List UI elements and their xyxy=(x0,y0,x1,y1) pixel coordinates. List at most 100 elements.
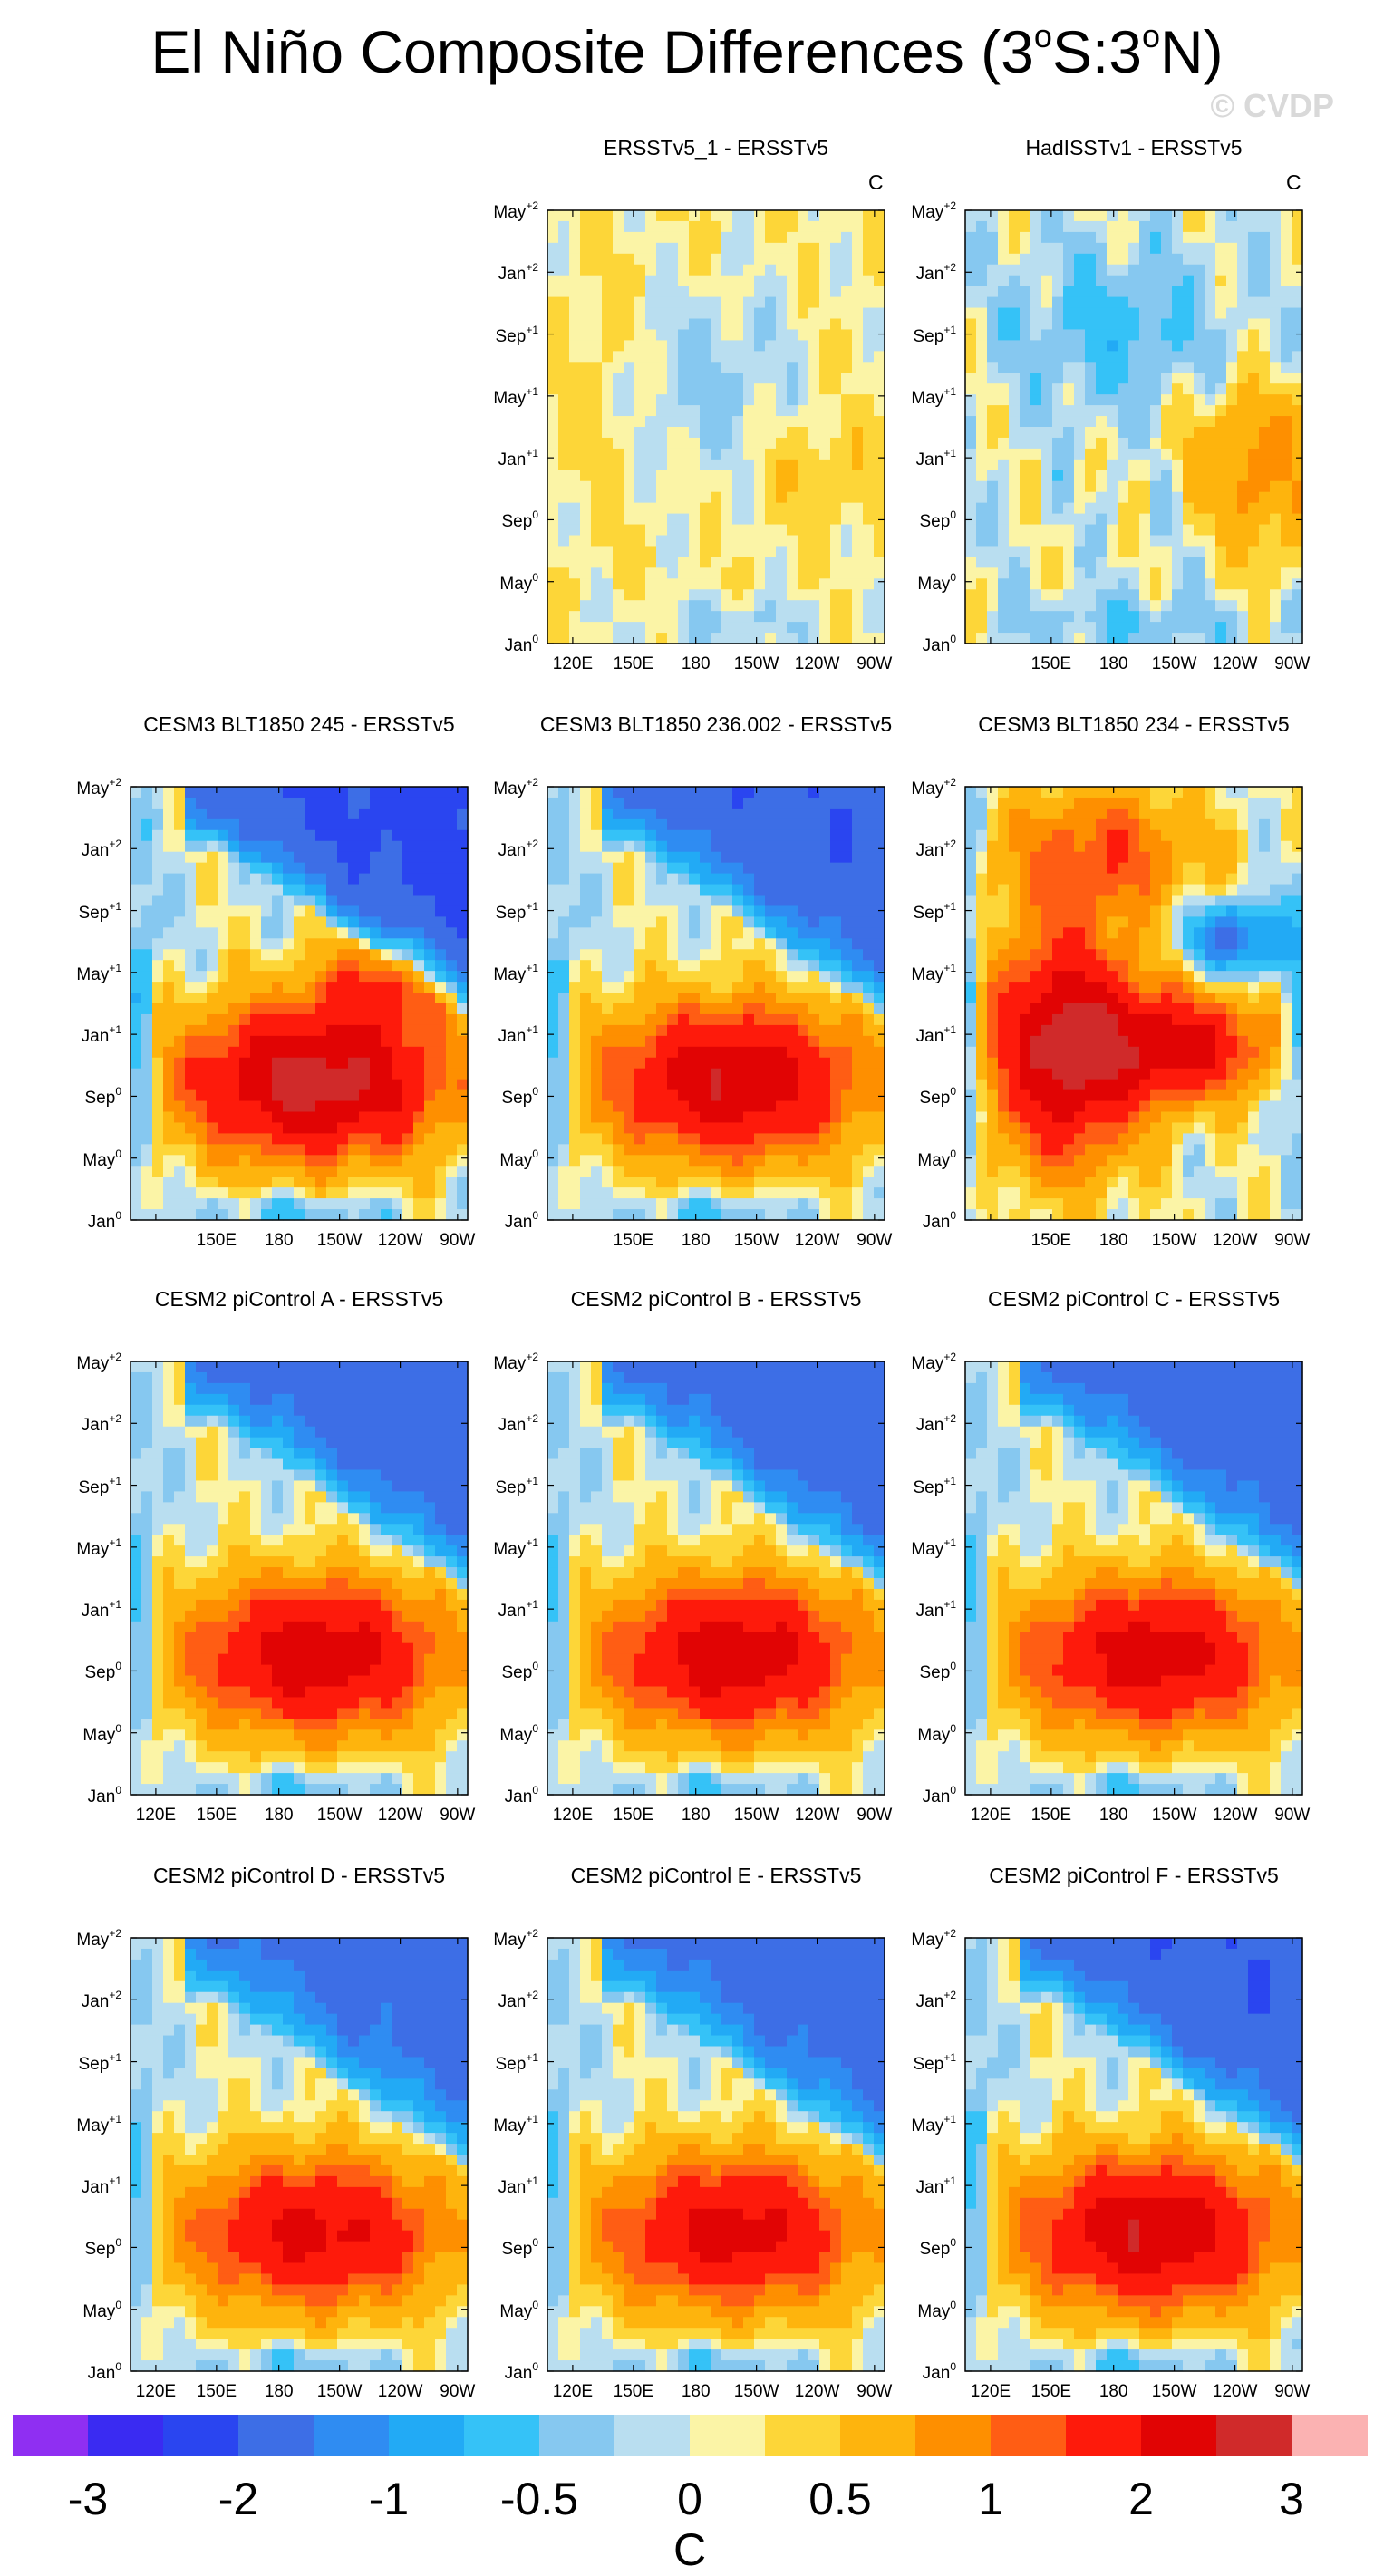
heatmap-cell xyxy=(152,905,164,917)
x-tick-label: 120W xyxy=(790,654,845,674)
heatmap-cell xyxy=(841,1036,853,1048)
heatmap-cell xyxy=(678,830,690,842)
heatmap-cell xyxy=(196,1058,208,1070)
heatmap-cell xyxy=(413,1025,425,1037)
heatmap-cell xyxy=(711,589,722,601)
heatmap-cell xyxy=(819,841,831,853)
heatmap-cell xyxy=(402,1166,414,1177)
heatmap-cell xyxy=(315,819,327,831)
heatmap-cell xyxy=(624,971,635,983)
heatmap-cell xyxy=(830,1209,842,1221)
heatmap-cell xyxy=(819,993,831,1004)
heatmap-cell xyxy=(624,460,635,471)
heatmap-cell xyxy=(624,221,635,233)
heatmap-cell xyxy=(602,1090,614,1102)
heatmap-cell xyxy=(819,297,831,309)
heatmap-cell xyxy=(711,1090,722,1102)
heatmap-cell xyxy=(754,567,766,579)
heatmap-cell xyxy=(808,1133,820,1145)
heatmap-cell xyxy=(424,787,436,799)
heatmap-cell xyxy=(1128,470,1140,482)
heatmap-cell xyxy=(1139,297,1151,309)
heatmap-cell xyxy=(656,1166,668,1177)
heatmap-cell xyxy=(218,971,229,983)
heatmap-cell xyxy=(1237,438,1249,450)
heatmap-cell xyxy=(689,416,701,428)
heatmap-cell xyxy=(305,896,316,907)
heatmap-cell xyxy=(732,546,744,557)
heatmap-cell xyxy=(624,265,635,276)
heatmap-cell xyxy=(1063,589,1075,601)
heatmap-cell xyxy=(634,1058,646,1070)
heatmap-cell xyxy=(602,611,614,623)
heatmap-cell xyxy=(558,960,570,972)
heatmap-cell xyxy=(863,492,875,504)
heatmap-cell xyxy=(239,971,251,983)
heatmap-cell xyxy=(1270,416,1282,428)
heatmap-cell xyxy=(1107,297,1118,309)
heatmap-cell xyxy=(765,1187,777,1199)
heatmap-cell xyxy=(207,905,218,917)
heatmap-cell xyxy=(656,546,668,557)
heatmap-cell xyxy=(591,481,603,493)
heatmap-cell xyxy=(239,1112,251,1124)
heatmap-cell xyxy=(239,1090,251,1102)
heatmap-cell xyxy=(1183,460,1195,471)
heatmap-cell xyxy=(645,841,657,853)
heatmap-cell xyxy=(830,481,842,493)
heatmap-cell xyxy=(830,960,842,972)
heatmap-cell xyxy=(1128,286,1140,298)
heatmap-cell xyxy=(1259,578,1271,590)
heatmap-cell xyxy=(987,600,999,612)
heatmap-cell xyxy=(852,394,864,406)
heatmap-cell xyxy=(228,874,240,886)
heatmap-cell xyxy=(413,1101,425,1113)
heatmap-cell xyxy=(689,1166,701,1177)
heatmap-cell xyxy=(863,470,875,482)
heatmap-cell xyxy=(852,503,864,515)
heatmap-cell xyxy=(163,982,175,993)
heatmap-cell xyxy=(1030,265,1042,276)
heatmap-cell xyxy=(721,1069,733,1080)
heatmap-cell xyxy=(315,916,327,928)
heatmap-cell xyxy=(261,809,273,820)
heatmap-cell xyxy=(863,567,875,579)
heatmap-cell xyxy=(294,1177,305,1188)
heatmap-cell xyxy=(743,841,755,853)
heatmap-cell xyxy=(1085,373,1097,384)
heatmap-cell xyxy=(131,841,142,853)
heatmap-cell xyxy=(1237,276,1249,287)
heatmap-cell xyxy=(558,536,570,547)
heatmap-cell xyxy=(700,1036,711,1048)
heatmap-cell xyxy=(580,1155,592,1167)
heatmap-cell xyxy=(580,1177,592,1188)
heatmap-cell xyxy=(558,938,570,950)
heatmap-cell xyxy=(852,340,864,352)
heatmap-cell xyxy=(1194,265,1205,276)
heatmap-cell xyxy=(776,982,788,993)
heatmap-cell xyxy=(348,905,360,917)
heatmap-cell xyxy=(228,852,240,864)
heatmap-cell xyxy=(239,1014,251,1026)
heatmap-cell xyxy=(998,546,1010,557)
heatmap-cell xyxy=(613,971,624,983)
heatmap-cell xyxy=(370,863,382,875)
heatmap-cell xyxy=(667,938,679,950)
heatmap-cell xyxy=(743,405,755,417)
heatmap-cell xyxy=(656,841,668,853)
heatmap-cell xyxy=(819,351,831,363)
heatmap-cell xyxy=(359,993,371,1004)
heatmap-cell xyxy=(754,383,766,395)
heatmap-cell xyxy=(976,589,988,601)
heatmap-cell xyxy=(402,896,414,907)
heatmap-cell xyxy=(337,1090,349,1102)
heatmap-cell xyxy=(645,351,657,363)
heatmap-cell xyxy=(569,503,581,515)
heatmap-cell xyxy=(678,982,690,993)
heatmap-cell xyxy=(591,1014,603,1026)
heatmap-cell xyxy=(798,993,809,1004)
heatmap-cell xyxy=(1259,611,1271,623)
heatmap-cell xyxy=(667,340,679,352)
heatmap-cell xyxy=(830,1025,842,1037)
heatmap-cell xyxy=(392,1014,403,1026)
